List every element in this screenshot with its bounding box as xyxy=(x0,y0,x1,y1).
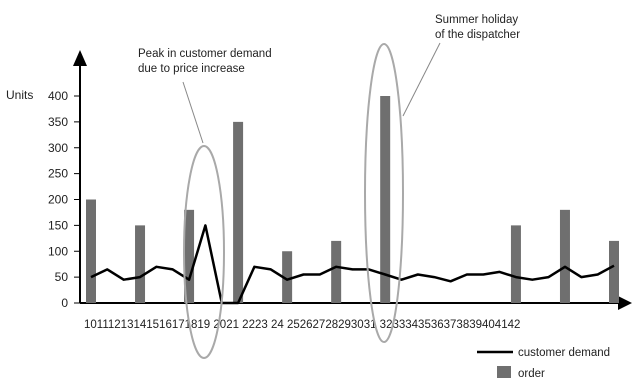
y-tick-label: 250 xyxy=(48,167,68,181)
order-bar xyxy=(380,96,391,303)
annotation-holiday-line-1: Summer holiday xyxy=(435,14,518,26)
order-bar xyxy=(135,225,146,303)
legend: customer demand order xyxy=(477,347,610,380)
order-bars xyxy=(86,96,619,303)
legend-label-order: order xyxy=(518,368,545,380)
order-bar xyxy=(609,240,619,303)
annotations: Peak in customer demand due to price inc… xyxy=(138,14,521,359)
y-axis-label: Units xyxy=(6,88,33,102)
y-tick-label: 150 xyxy=(48,218,68,232)
y-axis-arrow xyxy=(73,50,87,66)
y-tick-label: 200 xyxy=(48,193,68,207)
order-bar xyxy=(331,240,342,303)
axes: Units xyxy=(6,50,632,310)
annotation-holiday-line-2: of the dispatcher xyxy=(435,29,520,41)
y-tick-label: 300 xyxy=(48,141,68,155)
order-bar xyxy=(86,199,96,303)
annotation-pointer-holiday xyxy=(402,42,441,117)
annotation-ellipse-holiday xyxy=(364,43,404,343)
customer-demand-line-group xyxy=(90,224,615,305)
customer-demand-line xyxy=(90,224,615,305)
annotation-peak-line-2: due to price increase xyxy=(138,63,245,75)
x-axis-arrow xyxy=(618,296,632,310)
y-tick-label: 0 xyxy=(61,296,68,310)
legend-swatch-order xyxy=(497,366,511,378)
svg-text:Peak in customer demand: Peak in customer demand due to price inc… xyxy=(138,48,275,75)
annotation-peak-line-1: Peak in customer demand xyxy=(138,48,272,60)
x-tick-labels: 10111213141516171819 2021 2223 24 252627… xyxy=(84,319,520,331)
order-bar xyxy=(282,251,293,303)
order-bar xyxy=(510,225,521,303)
svg-text:Summer holiday of the di: Summer holiday of the dispatcher xyxy=(435,14,521,41)
legend-label-customer-demand: customer demand xyxy=(518,347,610,359)
order-bar xyxy=(233,121,244,303)
y-tick-label: 400 xyxy=(48,89,68,103)
y-tick-label: 100 xyxy=(48,244,68,258)
annotation-ellipse-peak xyxy=(183,145,225,359)
annotation-pointer-peak xyxy=(182,81,204,144)
order-bar xyxy=(184,209,195,303)
y-tick-label: 350 xyxy=(48,115,68,129)
order-bar xyxy=(559,209,570,303)
y-ticks: 0 50 100 150 200 250 300 350 400 xyxy=(48,89,80,310)
y-tick-label: 50 xyxy=(55,270,69,284)
